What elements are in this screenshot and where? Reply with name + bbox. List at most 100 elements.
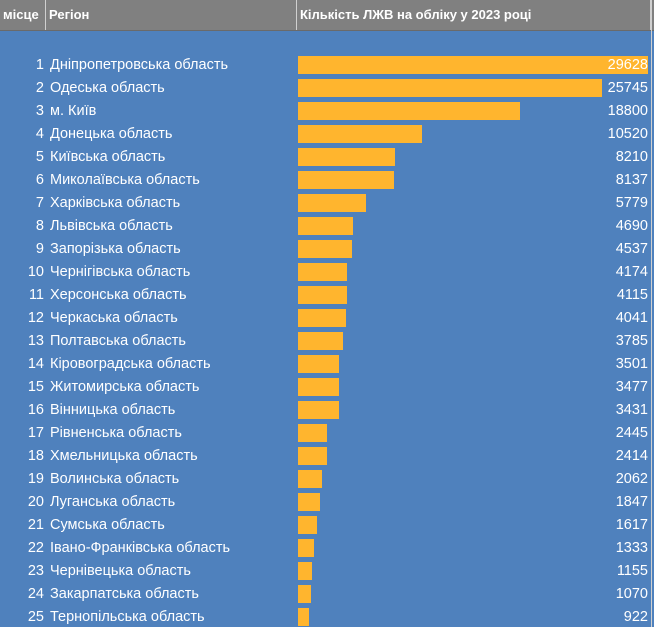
region-column-header: Регіон	[46, 0, 297, 30]
region-label: Хмельницька область	[50, 448, 198, 464]
value-label: 4115	[616, 287, 648, 303]
rank-label: 9	[35, 241, 44, 257]
bar	[298, 424, 327, 442]
rank-column-header: місце	[0, 0, 46, 30]
region-label: Херсонська область	[50, 287, 187, 303]
rank-label: 20	[27, 494, 44, 510]
region-label: Житомирська область	[50, 379, 200, 395]
region-label: Чернігівська область	[50, 264, 191, 280]
rank-label: 6	[35, 172, 44, 188]
value-label: 3785	[615, 333, 648, 349]
bar	[298, 401, 339, 419]
rank-label: 15	[27, 379, 44, 395]
bar	[298, 309, 346, 327]
rank-label: 5	[35, 149, 44, 165]
value-label: 8137	[615, 172, 648, 188]
rank-label: 12	[27, 310, 44, 326]
rank-label: 2	[35, 80, 44, 96]
region-label: Вінницька область	[50, 402, 176, 418]
region-label: Київська область	[50, 149, 166, 165]
value-label: 1333	[615, 540, 648, 556]
value-label: 8210	[615, 149, 648, 165]
rank-label: 7	[35, 195, 44, 211]
rank-label: 24	[27, 586, 44, 602]
value-label: 1847	[615, 494, 648, 510]
bar	[298, 470, 322, 488]
region-label: Харківська область	[50, 195, 181, 211]
bar	[298, 56, 648, 74]
bar	[298, 194, 366, 212]
bar	[298, 217, 353, 235]
bar	[298, 539, 314, 557]
bar	[298, 240, 352, 258]
value-label: 29628	[607, 57, 648, 73]
region-label: м. Київ	[50, 103, 97, 119]
region-label: Сумська область	[50, 517, 165, 533]
bar	[298, 125, 422, 143]
bar	[298, 263, 347, 281]
value-label: 4690	[615, 218, 648, 234]
rank-label: 17	[27, 425, 44, 441]
region-label: Львівська область	[50, 218, 173, 234]
bar	[298, 102, 520, 120]
value-label: 2062	[615, 471, 648, 487]
bar	[298, 378, 339, 396]
value-label: 1070	[615, 586, 648, 602]
rank-label: 4	[35, 126, 44, 142]
bar	[298, 585, 311, 603]
rank-label: 19	[27, 471, 44, 487]
region-label: Миколаївська область	[50, 172, 200, 188]
value-label: 2414	[615, 448, 648, 464]
bar	[298, 148, 395, 166]
rank-label: 10	[27, 264, 44, 280]
bar	[298, 562, 312, 580]
bar	[298, 332, 343, 350]
bar	[298, 171, 394, 189]
value-label: 4174	[615, 264, 648, 280]
value-label: 1155	[616, 563, 648, 579]
value-label: 5779	[615, 195, 648, 211]
region-label: Тернопільська область	[50, 609, 205, 625]
value-label: 3477	[615, 379, 648, 395]
bar	[298, 355, 339, 373]
value-column-header: Кількість ЛЖВ на обліку у 2023 році	[297, 0, 651, 30]
value-label: 18800	[607, 103, 648, 119]
region-label: Закарпатська область	[50, 586, 199, 602]
rank-label: 8	[35, 218, 44, 234]
value-label: 3501	[615, 356, 648, 372]
value-label: 10520	[607, 126, 648, 142]
rank-label: 18	[27, 448, 44, 464]
value-label: 25745	[607, 80, 648, 96]
region-label: Кіровоградська область	[50, 356, 211, 372]
bar	[298, 447, 327, 465]
bar	[298, 79, 602, 97]
rank-label: 14	[27, 356, 44, 372]
rank-label: 1	[35, 57, 44, 73]
region-label: Черкаська область	[50, 310, 178, 326]
bar	[298, 493, 320, 511]
region-label: Дніпропетровська область	[50, 57, 229, 73]
region-label: Донецька область	[50, 126, 173, 142]
region-label: Рівненська область	[50, 425, 182, 441]
rank-label: 11	[28, 287, 44, 303]
rank-label: 23	[27, 563, 44, 579]
bar	[298, 286, 347, 304]
region-label: Луганська область	[50, 494, 176, 510]
table-header: місце Регіон Кількість ЛЖВ на обліку у 2…	[0, 0, 654, 31]
value-label: 3431	[615, 402, 648, 418]
value-label: 922	[623, 609, 648, 625]
bar	[298, 608, 309, 626]
rank-label: 16	[27, 402, 44, 418]
region-label: Запорізька область	[50, 241, 181, 257]
region-label: Івано-Франківська область	[50, 540, 231, 556]
region-label: Полтавська область	[50, 333, 186, 349]
bar	[298, 516, 317, 534]
rank-label: 3	[35, 103, 44, 119]
rank-label: 21	[27, 517, 44, 533]
rank-label: 25	[27, 609, 44, 625]
region-label: Волинська область	[50, 471, 180, 487]
value-label: 4537	[615, 241, 648, 257]
region-label: Чернівецька область	[50, 563, 191, 579]
value-label: 2445	[615, 425, 648, 441]
